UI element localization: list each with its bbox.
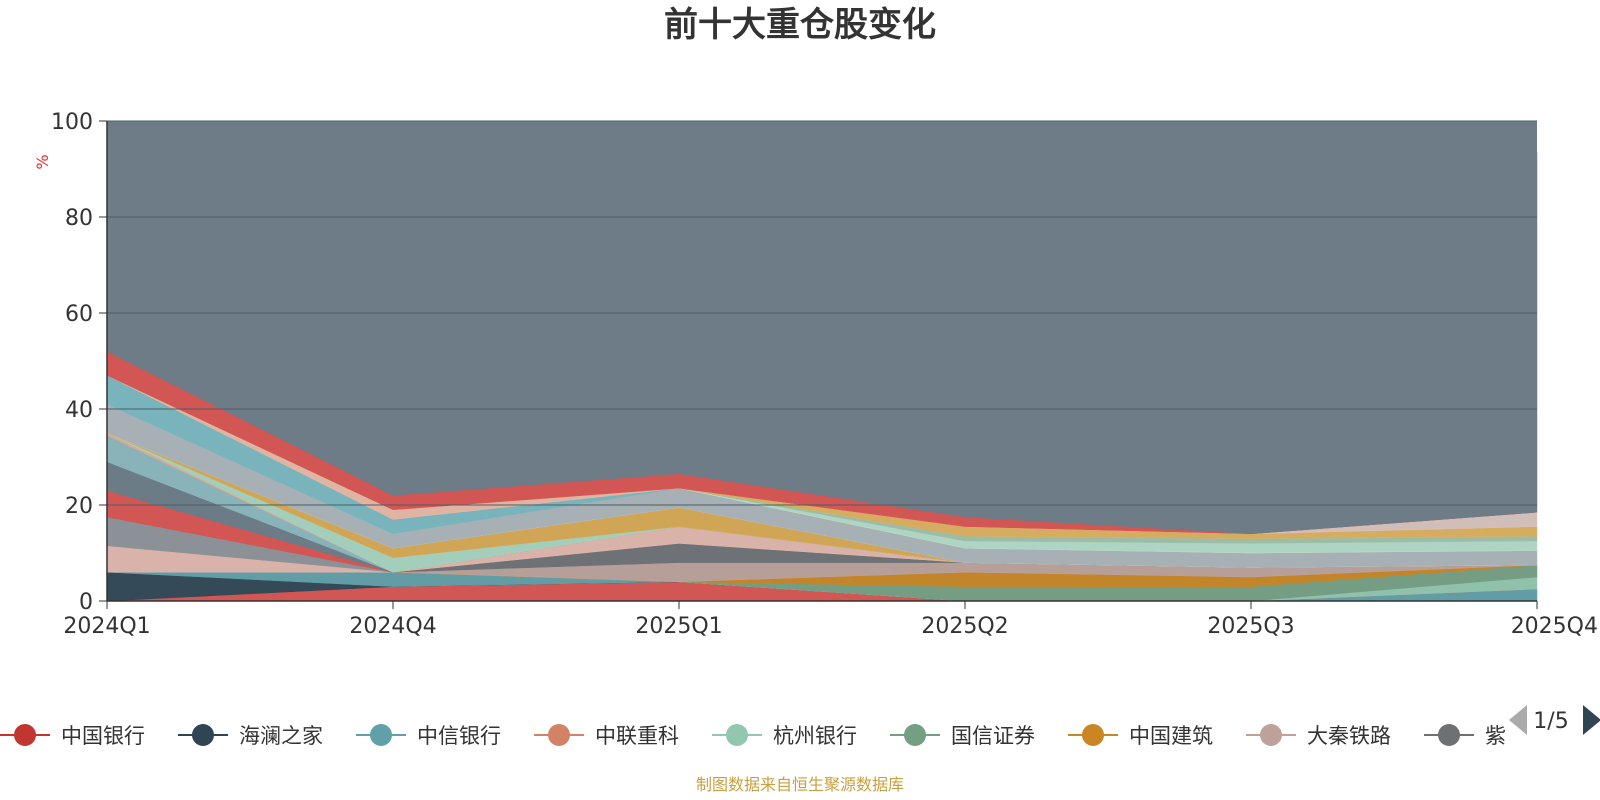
- legend-pager[interactable]: 1/5: [1509, 705, 1600, 735]
- legend-label: 紫: [1485, 724, 1506, 748]
- x-tick-label: 2024Q4: [349, 614, 436, 639]
- chart-title: 前十大重仓股变化: [664, 5, 936, 45]
- legend-item[interactable]: 中国银行: [0, 724, 145, 748]
- y-tick-label: 60: [65, 302, 93, 327]
- legend-label: 国信证券: [951, 724, 1035, 748]
- legend-marker-icon: [1082, 724, 1104, 746]
- legend-label: 中联重科: [595, 724, 679, 748]
- legend-marker-icon: [14, 724, 36, 746]
- legend-item[interactable]: 海澜之家: [178, 724, 323, 748]
- y-tick-label: 40: [65, 398, 93, 423]
- legend-label: 中国建筑: [1129, 724, 1213, 748]
- x-tick-label: 2025Q3: [1207, 614, 1294, 639]
- grid-lines: [107, 120, 1537, 506]
- legend-item[interactable]: 中国建筑: [1068, 724, 1213, 748]
- area-layer: [106, 121, 1538, 602]
- legend-item[interactable]: 大秦铁路: [1246, 724, 1391, 748]
- legend-item[interactable]: 国信证券: [890, 724, 1035, 748]
- area-series-26[interactable]: [106, 147, 1538, 535]
- x-tick-label: 2024Q1: [63, 614, 150, 639]
- legend[interactable]: 中国银行 海澜之家 中信银行 中联重科 杭州银行 国信证券 中国建筑 大秦铁路 紫: [0, 724, 1506, 748]
- legend-marker-icon: [192, 724, 214, 746]
- x-tick-label: 2025Q2: [921, 614, 1008, 639]
- y-tick-label: 100: [51, 110, 93, 135]
- legend-label: 海澜之家: [239, 724, 323, 748]
- legend-marker-icon: [370, 724, 392, 746]
- legend-marker-icon: [904, 724, 926, 746]
- legend-label: 大秦铁路: [1307, 724, 1391, 748]
- legend-item[interactable]: 中信银行: [356, 724, 501, 748]
- prev-page-icon[interactable]: [1509, 705, 1527, 735]
- x-tick-label: 2025Q1: [635, 614, 722, 639]
- x-tick-label: 2025Q4: [1511, 614, 1598, 639]
- legend-marker-icon: [1438, 724, 1460, 746]
- y-tick-label: 0: [79, 590, 93, 615]
- legend-label: 中国银行: [61, 724, 145, 748]
- axes: 0 20 40 60 80 100 2024Q1 2024Q4 2025Q1 2025Q2 2025…: [51, 110, 1598, 639]
- legend-item[interactable]: 中联重科: [534, 724, 679, 748]
- legend-marker-icon: [726, 724, 748, 746]
- legend-marker-icon: [1260, 724, 1282, 746]
- y-tick-label: 80: [65, 206, 93, 231]
- legend-label: 杭州银行: [773, 724, 857, 748]
- source-note: 制图数据来自恒生聚源数据库: [696, 775, 904, 794]
- legend-marker-icon: [548, 724, 570, 746]
- page-indicator: 1/5: [1533, 709, 1568, 734]
- legend-item[interactable]: 紫: [1424, 724, 1506, 748]
- y-tick-label: 20: [65, 494, 93, 519]
- legend-label: 中信银行: [417, 724, 501, 748]
- legend-item[interactable]: 杭州银行: [712, 724, 857, 748]
- y-axis-unit: %: [33, 154, 52, 169]
- next-page-icon[interactable]: [1583, 705, 1600, 735]
